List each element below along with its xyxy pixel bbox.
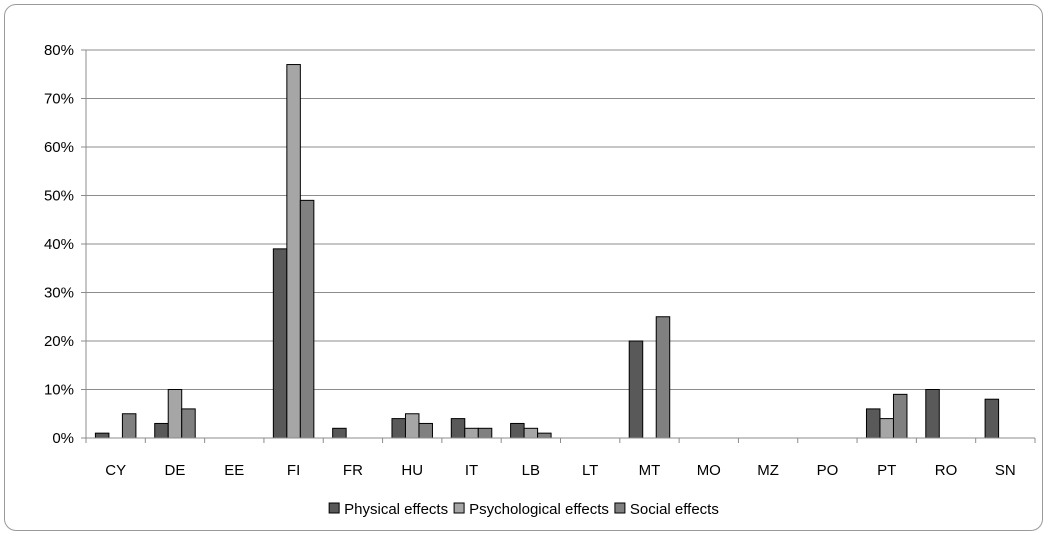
bar-psychological-effects-it: [464, 427, 479, 439]
bar-physical-effects-lb: [510, 422, 525, 439]
bar-social-effects-de: [181, 408, 196, 439]
x-tick-label: SN: [995, 462, 1016, 479]
y-tick-label: 20%: [44, 333, 74, 350]
y-tick-label: 80%: [44, 42, 74, 59]
x-tick-label: FR: [343, 462, 363, 479]
bar-social-effects-pt: [892, 393, 908, 439]
bar-psychological-effects-pt: [879, 418, 894, 439]
legend-label: Social effects: [630, 501, 719, 518]
legend-swatch-psychological-effects: [453, 502, 465, 514]
x-tick-label: IT: [465, 462, 478, 479]
bar-physical-effects-fi: [272, 248, 288, 439]
bar-physical-effects-cy: [94, 432, 110, 439]
bar-social-effects-cy: [121, 413, 137, 439]
x-tick-label: PT: [877, 462, 896, 479]
bar-physical-effects-mt: [628, 340, 644, 439]
x-tick-label: LB: [522, 462, 540, 479]
bar-social-effects-fi: [299, 199, 315, 439]
x-tick-label: PO: [817, 462, 839, 479]
x-tick-label: HU: [401, 462, 423, 479]
y-tick-label: 0%: [52, 430, 74, 447]
legend-swatch-physical-effects: [328, 502, 340, 514]
legend-swatch-social-effects: [614, 502, 626, 514]
x-tick-label: CY: [105, 462, 126, 479]
x-tick-label: LT: [582, 462, 598, 479]
bar-physical-effects-de: [154, 422, 169, 439]
bar-physical-effects-it: [450, 418, 466, 439]
axes: [81, 49, 1036, 443]
x-tick-label: EE: [224, 462, 244, 479]
legend: Physical effects Psychological effects Soc…: [328, 501, 719, 518]
x-tick-label: MO: [697, 462, 721, 479]
x-axis-tick-labels: CY DE EE FI FR HU IT LB LT MT MO MZ PO PT RO SN: [105, 462, 1016, 479]
x-tick-label: FI: [287, 462, 300, 479]
y-tick-label: 70%: [44, 91, 74, 108]
legend-label: Physical effects: [344, 501, 448, 518]
bar-psychological-effects-de: [167, 389, 183, 439]
legend-label: Psychological effects: [469, 501, 609, 518]
bar-physical-effects-ro: [925, 389, 940, 439]
bar-social-effects-lb: [537, 432, 552, 439]
bar-physical-effects-sn: [984, 398, 1000, 439]
bars: [94, 64, 1000, 439]
bar-psychological-effects-lb: [523, 427, 539, 439]
y-tick-label: 30%: [44, 285, 74, 302]
bar-physical-effects-pt: [865, 408, 881, 439]
bar-psychological-effects-hu: [404, 413, 420, 439]
bar-physical-effects-hu: [391, 418, 406, 439]
x-tick-label: RO: [935, 462, 958, 479]
x-tick-label: MT: [639, 462, 661, 479]
x-tick-label: DE: [165, 462, 186, 479]
chart-frame: [4, 4, 1043, 531]
x-tick-label: MZ: [757, 462, 779, 479]
gridlines: [86, 49, 1035, 390]
y-tick-label: 60%: [44, 139, 74, 156]
y-tick-label: 40%: [44, 236, 74, 253]
bar-social-effects-it: [477, 427, 493, 439]
y-tick-label: 10%: [44, 382, 74, 399]
y-tick-label: 50%: [44, 188, 74, 205]
bar-social-effects-mt: [655, 316, 671, 439]
y-axis-tick-labels: 0% 10% 20% 30% 40% 50% 60% 70% 80%: [44, 42, 74, 447]
bar-psychological-effects-fi: [286, 64, 301, 439]
bar-physical-effects-fr: [332, 427, 347, 439]
bar-social-effects-hu: [418, 422, 433, 439]
